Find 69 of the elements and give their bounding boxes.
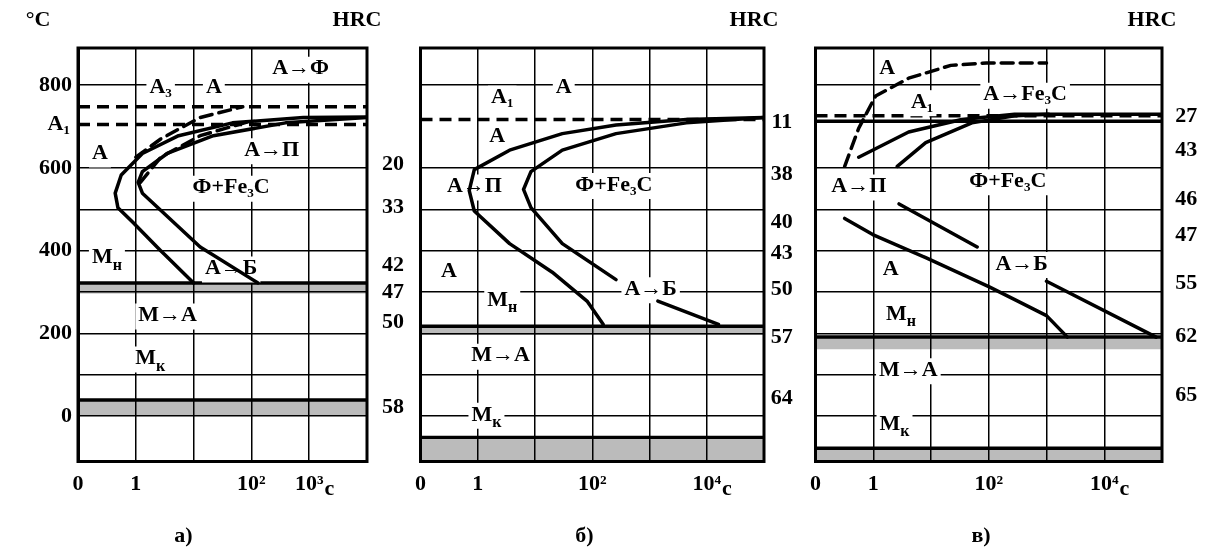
annotation: А→П (244, 135, 300, 161)
text: 40 (770, 208, 793, 234)
text: 62 (1175, 321, 1198, 347)
annotation: А (555, 73, 572, 99)
text: б) (575, 522, 594, 548)
annotation: М→А (471, 341, 530, 367)
annotation: М→А (879, 355, 938, 381)
x-tick-label: 0 (415, 470, 426, 496)
annotation: А→Ф (272, 54, 330, 80)
annotation: А→П (831, 172, 887, 198)
x-tick-label: 10⁴ (1089, 470, 1119, 496)
text: 42 (382, 250, 405, 276)
x-axis-title: с (1119, 475, 1130, 501)
x-tick-label: 0 (810, 470, 821, 496)
annotation: А₃ (149, 72, 173, 98)
text: 47 (1175, 221, 1198, 247)
text: 33 (382, 193, 405, 219)
annotation: Ф+Fe₃C (969, 166, 1047, 192)
text: 65 (1175, 380, 1198, 406)
y-axis-title: °C (25, 5, 51, 31)
x-tick-label: 10² (974, 470, 1004, 496)
y2-axis-title: HRC (332, 5, 382, 31)
text: 43 (1175, 136, 1198, 162)
y-tick-label: 0 (61, 401, 72, 427)
text: 11 (771, 107, 793, 133)
annotation: А (489, 121, 506, 147)
annotation: А (205, 72, 222, 98)
annotation: А₁ (910, 87, 934, 113)
text: 58 (382, 392, 405, 418)
x-tick-label: 1 (130, 470, 142, 496)
annotation: А (882, 254, 899, 280)
x-tick-label: 10³ (294, 470, 324, 496)
text: 50 (382, 308, 405, 334)
text: 47 (382, 277, 405, 303)
text: в) (971, 522, 991, 548)
x-tick-label: 1 (472, 470, 484, 496)
x-tick-label: 1 (867, 470, 879, 496)
y-tick-label: 400 (39, 236, 72, 262)
ref-line-label: А₁ (47, 110, 70, 136)
y2-axis-title: HRC (729, 5, 779, 31)
annotation: А→Fe₃C (983, 80, 1067, 106)
text: а) (174, 522, 193, 548)
text: 64 (770, 384, 793, 410)
annotation: А₁ (491, 83, 514, 109)
annotation: А (879, 53, 896, 79)
text: 46 (1175, 185, 1198, 211)
text: 50 (770, 274, 793, 300)
text: 43 (770, 238, 793, 264)
x-axis-title: с (324, 475, 335, 501)
annotation: Ф+Fe₃C (192, 173, 270, 199)
annotation: А→Б (624, 274, 677, 300)
annotation: А→Б (995, 249, 1048, 275)
annotation: М→А (138, 301, 198, 327)
text: 27 (1175, 102, 1198, 128)
text: 38 (770, 159, 793, 185)
x-tick-label: 10⁴ (692, 470, 722, 496)
y-tick-label: 200 (39, 319, 72, 345)
y-tick-label: 800 (39, 70, 72, 96)
annotation: А (441, 256, 458, 282)
text: 55 (1175, 269, 1198, 295)
x-tick-label: 10² (237, 470, 267, 496)
annotation: А (92, 139, 109, 165)
text: 57 (770, 323, 793, 349)
x-axis-title: с (722, 475, 733, 501)
text: 20 (382, 149, 405, 175)
y-tick-label: 600 (39, 153, 72, 179)
x-tick-label: 10² (577, 470, 607, 496)
annotation: Ф+Fe₃C (575, 170, 653, 196)
y2-axis-title: HRC (1127, 5, 1177, 31)
